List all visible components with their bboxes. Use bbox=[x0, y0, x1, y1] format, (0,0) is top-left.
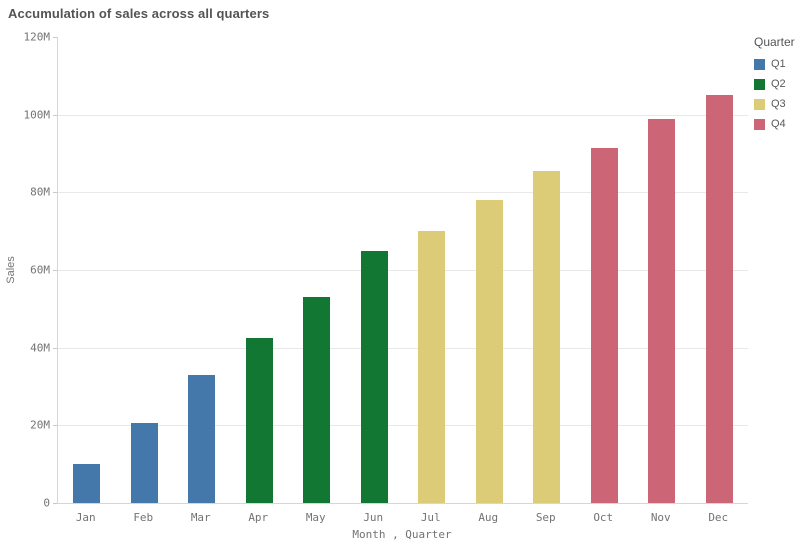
chart-title: Accumulation of sales across all quarter… bbox=[8, 6, 270, 21]
legend-label-q1: Q1 bbox=[771, 58, 786, 70]
y-tick-label-40m: 40M bbox=[30, 341, 50, 355]
x-tick-label-aug: Aug bbox=[478, 511, 499, 524]
legend-items: Q1 Q2 Q3 Q4 bbox=[748, 58, 800, 130]
bar-mar-q1[interactable] bbox=[188, 374, 216, 503]
x-tick-label-jul: Jul bbox=[420, 511, 441, 524]
bar-nov-q4[interactable] bbox=[648, 118, 676, 503]
legend-item-q3[interactable]: Q3 bbox=[754, 98, 800, 110]
x-tick-label-may: May bbox=[305, 511, 326, 524]
bar-aug-q3[interactable] bbox=[475, 200, 503, 503]
x-tick-label-jan: Jan bbox=[75, 511, 96, 524]
bar-jun-q2[interactable] bbox=[360, 250, 388, 503]
x-tick-label-mar: Mar bbox=[190, 511, 211, 524]
legend-swatch-q2 bbox=[754, 78, 765, 90]
y-axis-tick-80m bbox=[53, 192, 57, 194]
bar-jan-q1[interactable] bbox=[73, 464, 101, 503]
x-tick-label-jun: Jun bbox=[363, 511, 384, 524]
bar-oct-q4[interactable] bbox=[590, 147, 618, 503]
x-tick-label-oct: Oct bbox=[593, 511, 614, 524]
gridline-40m bbox=[58, 347, 748, 349]
y-tick-label-20m: 20M bbox=[30, 418, 50, 432]
y-tick-label-60m: 60M bbox=[30, 263, 50, 277]
legend: Quarter Q1 Q2 Q3 Q4 bbox=[748, 35, 800, 138]
y-axis-tick-120m bbox=[53, 37, 57, 38]
plot-area bbox=[57, 37, 748, 504]
y-tick-label-120m: 120M bbox=[23, 30, 51, 44]
legend-label-q2: Q2 bbox=[771, 78, 786, 90]
y-tick-label-100m: 100M bbox=[23, 108, 51, 122]
y-axis-tick-100m bbox=[53, 114, 57, 116]
bar-apr-q2[interactable] bbox=[245, 337, 273, 503]
gridline-20m bbox=[58, 425, 748, 427]
gridline-80m bbox=[58, 192, 748, 194]
y-axis-tick-20m bbox=[53, 425, 57, 427]
bar-may-q2[interactable] bbox=[303, 297, 331, 503]
x-tick-label-nov: Nov bbox=[650, 511, 671, 524]
gridline-60m bbox=[58, 270, 748, 271]
legend-item-q4[interactable]: Q4 bbox=[754, 118, 800, 130]
legend-title: Quarter bbox=[754, 35, 795, 49]
y-tick-label-80m: 80M bbox=[30, 185, 50, 199]
legend-swatch-q4 bbox=[754, 118, 765, 130]
bar-sep-q3[interactable] bbox=[533, 170, 561, 503]
y-axis-tick-0 bbox=[53, 503, 57, 504]
bar-feb-q1[interactable] bbox=[130, 423, 158, 503]
y-axis-tick-60m bbox=[53, 270, 57, 271]
legend-swatch-q1 bbox=[754, 58, 765, 70]
x-tick-label-apr: Apr bbox=[248, 511, 269, 524]
bar-dec-q4[interactable] bbox=[705, 95, 733, 503]
x-axis-title: Month , Quarter bbox=[352, 528, 452, 541]
legend-label-q4: Q4 bbox=[771, 118, 786, 130]
gridline-100m bbox=[58, 114, 748, 116]
legend-item-q1[interactable]: Q1 bbox=[754, 58, 800, 70]
legend-swatch-q3 bbox=[754, 98, 765, 110]
x-tick-label-sep: Sep bbox=[535, 511, 556, 524]
y-tick-label-0: 0 bbox=[43, 496, 50, 510]
x-tick-label-feb: Feb bbox=[133, 511, 154, 524]
y-axis-tick-40m bbox=[53, 347, 57, 349]
bar-jul-q3[interactable] bbox=[418, 231, 446, 503]
legend-item-q2[interactable]: Q2 bbox=[754, 78, 800, 90]
x-tick-label-dec: Dec bbox=[708, 511, 729, 524]
legend-label-q3: Q3 bbox=[771, 98, 786, 110]
